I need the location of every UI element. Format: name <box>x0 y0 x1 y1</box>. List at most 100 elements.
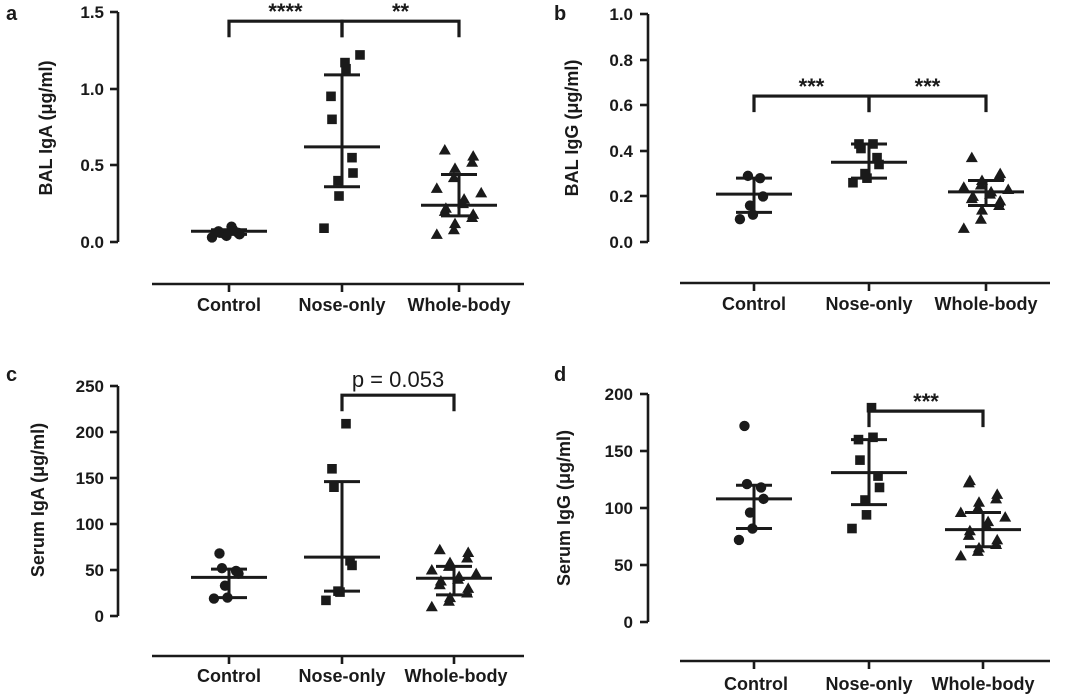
data-point-triangle <box>954 549 967 561</box>
data-point-square <box>329 482 339 492</box>
panel-c-ytick-label: 200 <box>76 423 104 442</box>
data-point-triangle <box>439 202 452 213</box>
panel-c-letter: c <box>6 364 17 386</box>
panel-d-ytick-label: 200 <box>605 385 633 404</box>
panel-d-ytick-label: 0 <box>624 613 633 632</box>
data-point-triangle <box>966 190 979 201</box>
panel-d-ylabel: Serum IgG (μg/ml) <box>554 430 574 586</box>
data-point-triangle <box>466 156 479 167</box>
data-point-triangle <box>963 474 976 486</box>
data-point-triangle <box>430 182 443 193</box>
data-point-triangle <box>447 223 460 235</box>
data-point-triangle <box>433 543 446 555</box>
data-point-square <box>321 595 331 606</box>
data-point-triangle <box>991 488 1004 499</box>
data-point-triangle <box>994 167 1007 179</box>
data-point-triangle <box>438 144 451 155</box>
data-point-triangle <box>461 552 474 563</box>
data-point-circle <box>739 420 750 432</box>
data-point-square <box>860 168 870 179</box>
significance-bracket <box>867 409 985 428</box>
data-point-triangle <box>444 556 456 568</box>
data-point-square <box>860 495 870 505</box>
data-point-square <box>341 63 351 74</box>
panel-b-tick-labels: 0.0 0.2 0.4 0.6 0.8 1.0 Control Nose-onl… <box>609 5 1037 314</box>
panel-b-ticks <box>640 12 988 291</box>
panel-c-tick-labels: 0 50 100 150 200 250 Control Nose-only W… <box>76 377 508 686</box>
data-point-triangle <box>475 186 488 198</box>
panel-b-xtick-label: Whole-body <box>935 294 1038 314</box>
data-point-triangle <box>991 533 1004 545</box>
panel-b-ylabel: BAL IgG (μg/ml) <box>562 60 582 197</box>
significance-bracket <box>340 19 461 38</box>
panel-d: d Serum IgG (μg/ml) 0 50 100 150 200 Con… <box>554 364 1050 694</box>
data-point-triangle <box>971 502 984 513</box>
panel-b-ytick-label: 0.0 <box>609 233 633 252</box>
panel-d-xtick-label: Whole-body <box>932 674 1035 694</box>
panel-d-letter: d <box>554 364 566 386</box>
data-point-triangle <box>425 564 438 575</box>
panel-b-ytick-label: 0.2 <box>609 187 633 206</box>
panel-b: b BAL IgG (μg/ml) 0.0 0.2 0.4 0.6 0.8 1.… <box>554 3 1050 314</box>
data-point-triangle <box>430 228 443 239</box>
data-point-triangle <box>449 162 461 173</box>
data-point-triangle <box>957 222 970 233</box>
data-point-square <box>333 175 343 186</box>
data-point-square <box>848 177 858 188</box>
panel-b-ytick-label: 0.6 <box>609 96 633 115</box>
data-point-square <box>340 57 350 68</box>
panel-b-xtick-label: Nose-only <box>825 294 912 314</box>
data-point-square <box>855 455 865 465</box>
data-point-triangle <box>462 546 475 558</box>
panel-a-xtick-label: Control <box>197 295 261 315</box>
data-point-triangle <box>425 600 438 612</box>
data-point-triangle <box>994 194 1007 206</box>
panel-b-letter: b <box>554 3 566 25</box>
panel-a-ticks <box>110 10 461 292</box>
panel-d-xtick-label: Nose-only <box>825 674 912 694</box>
panel-c-ytick-label: 0 <box>95 607 104 626</box>
data-point-triangle <box>434 575 447 586</box>
data-point-circle <box>734 214 746 225</box>
panel-a-ylabel: BAL IgA (μg/ml) <box>36 60 56 195</box>
data-point-triangle <box>462 582 475 593</box>
data-point-triangle <box>957 181 970 192</box>
data-point-triangle <box>458 193 471 204</box>
data-point-square <box>319 223 329 233</box>
data-point-triangle <box>999 511 1012 522</box>
data-point-triangle <box>447 171 460 183</box>
data-point-triangle <box>976 204 988 215</box>
panel-c-plot: p = 0.053 <box>191 367 492 612</box>
panel-c-xtick-label: Control <box>197 666 261 686</box>
data-point-triangle <box>444 591 456 603</box>
data-point-square <box>874 482 885 493</box>
panel-c-ytick-label: 100 <box>76 515 104 534</box>
panel-c-xtick-label: Nose-only <box>298 666 385 686</box>
panel-c-ticks <box>110 384 456 664</box>
data-point-triangle <box>982 515 995 527</box>
panel-c-ytick-label: 50 <box>85 561 104 580</box>
data-point-square <box>866 402 877 413</box>
data-point-triangle <box>973 496 985 507</box>
data-point-triangle <box>974 213 987 224</box>
panel-b-xtick-label: Control <box>722 294 786 314</box>
panel-c-ytick-label: 250 <box>76 377 104 396</box>
panel-d-ticks <box>640 392 985 669</box>
panel-a-tick-labels: 0.0 0.5 1.0 1.5 Control Nose-only Whole-… <box>80 3 510 315</box>
panel-d-xtick-label: Control <box>724 674 788 694</box>
panel-a-plot: **** ** <box>191 0 497 243</box>
panel-d-ytick-label: 50 <box>614 556 633 575</box>
data-point-square <box>874 159 884 170</box>
panel-a-ytick-label: 0.0 <box>80 233 104 252</box>
data-point-triangle <box>467 150 480 161</box>
panel-a-ytick-label: 0.5 <box>80 156 104 175</box>
panel-a-ytick-label: 1.5 <box>80 3 104 22</box>
data-point-square <box>347 152 357 163</box>
panel-d-ytick-label: 100 <box>605 499 633 518</box>
panel-a-xtick-label: Whole-body <box>408 295 511 315</box>
data-point-square <box>355 50 365 60</box>
data-point-square <box>341 418 351 429</box>
panel-d-ytick-label: 150 <box>605 442 633 461</box>
data-point-square <box>345 556 355 566</box>
